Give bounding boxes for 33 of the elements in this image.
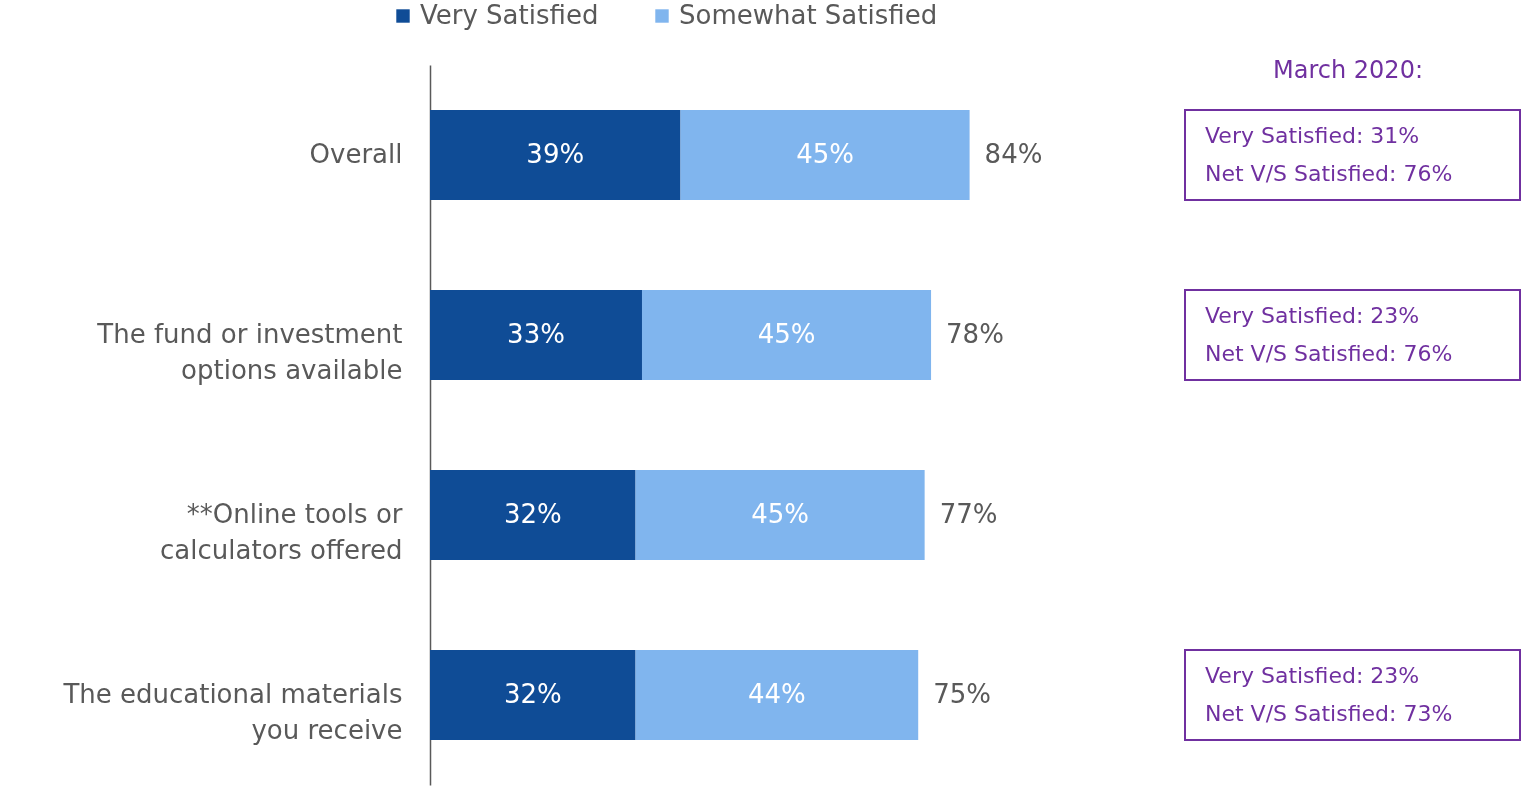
data-label: 39% — [526, 139, 585, 169]
text: Very Satisfied: 23% — [1205, 303, 1420, 328]
text: Very Satisfied: 23% — [1205, 663, 1420, 688]
bar — [641, 290, 932, 380]
text: Net V/S Satisfied: 76% — [1205, 341, 1453, 366]
bar — [635, 650, 919, 740]
total-label: 77% — [939, 499, 998, 529]
total-label: 84% — [984, 139, 1043, 169]
y-tick-label: The educational materials you receive — [62, 679, 403, 745]
y-tick-label: The fund or investment options available — [96, 319, 403, 385]
legend-label: Very Satisfied — [420, 0, 599, 30]
bar — [635, 470, 925, 560]
data-label: 33% — [507, 319, 565, 349]
data-label: 32% — [503, 499, 562, 529]
bar — [430, 110, 681, 200]
bar — [430, 290, 642, 380]
total-label: 75% — [933, 679, 992, 709]
y-tick-label: Overall — [309, 139, 403, 169]
legend-label: Somewhat Satisfied — [679, 0, 938, 30]
y-tick-label: **Online tools or calculators offered — [160, 499, 403, 565]
data-label: 44% — [747, 679, 806, 709]
text: Net V/S Satisfied: 76% — [1205, 161, 1453, 186]
text: Net V/S Satisfied: 73% — [1205, 701, 1453, 726]
total-label: 78% — [946, 319, 1004, 349]
data-label: 45% — [796, 139, 854, 169]
text: Very Satisfied: 31% — [1205, 123, 1420, 148]
text: March 2020: — [1273, 56, 1423, 84]
data-label: 45% — [751, 499, 809, 529]
bar — [430, 470, 636, 560]
data-label: 32% — [503, 679, 562, 709]
data-label: 45% — [757, 319, 816, 349]
bar — [680, 110, 970, 200]
bar — [430, 650, 636, 740]
